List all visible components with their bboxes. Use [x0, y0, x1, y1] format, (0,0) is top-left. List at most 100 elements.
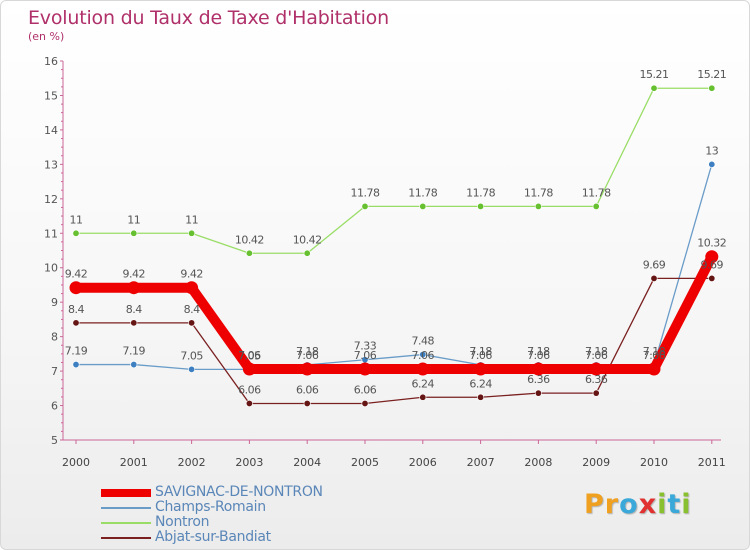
logo-letter: i [681, 489, 692, 520]
y-tick-label: 15 [44, 89, 58, 102]
x-tick-label: 2006 [409, 456, 437, 469]
legend-swatch [101, 489, 151, 497]
data-point [477, 393, 485, 401]
data-point [589, 362, 603, 376]
y-tick-label: 10 [44, 262, 58, 275]
data-label: 11 [127, 213, 140, 226]
y-tick-label: 16 [44, 55, 58, 68]
x-tick-label: 2007 [467, 456, 495, 469]
legend-label: Nontron [155, 514, 210, 530]
y-tick-label: 8 [51, 331, 58, 344]
logo-letter: P [584, 489, 605, 520]
data-point [708, 84, 716, 92]
data-label: 7.06 [527, 349, 550, 362]
data-label: 7.18 [469, 345, 492, 358]
data-point [534, 202, 542, 210]
data-label: 11.78 [408, 186, 437, 199]
series-line [71, 251, 717, 375]
data-point [245, 399, 253, 407]
data-label: 10.42 [293, 233, 322, 246]
series-savignac-de-nontron [69, 250, 719, 376]
data-label: 7.18 [643, 345, 666, 358]
x-tick-label: 2000 [62, 456, 90, 469]
y-tick-label: 6 [51, 400, 58, 413]
data-label: 6.24 [469, 377, 492, 390]
series-nontron [72, 84, 716, 257]
data-point [245, 249, 253, 257]
data-point [708, 160, 716, 168]
data-label: 13 [705, 144, 718, 157]
data-point [361, 202, 369, 210]
data-label: 7.33 [354, 340, 377, 353]
data-point [72, 319, 80, 327]
x-tick-label: 2004 [293, 456, 321, 469]
data-label: 10.42 [235, 233, 264, 246]
x-tick-label: 2011 [698, 456, 726, 469]
data-label: 7.06 [643, 349, 666, 362]
legend-label: Abjat-sur-Bandiat [155, 529, 271, 545]
y-tick-label: 5 [51, 434, 58, 447]
data-label: 11.78 [351, 186, 380, 199]
data-label: 8.4 [126, 303, 142, 316]
data-point [419, 351, 427, 359]
data-point [188, 365, 196, 373]
data-label: 8.4 [184, 303, 200, 316]
data-point [72, 361, 80, 369]
data-point [127, 281, 141, 295]
data-point [592, 389, 600, 397]
x-tick-label: 2001 [120, 456, 148, 469]
data-label: 7.06 [296, 349, 319, 362]
series-line [75, 163, 713, 371]
data-label: 10.32 [697, 237, 726, 250]
data-label: 9.69 [701, 258, 724, 271]
chart-title: Evolution du Taux de Taxe d'Habitation [28, 7, 389, 29]
data-label: 7.06 [412, 349, 435, 362]
data-label: 7.06 [585, 349, 608, 362]
data-label: 7.48 [412, 335, 435, 348]
data-point [650, 274, 658, 282]
x-tick-label: 2003 [235, 456, 263, 469]
data-label: 11.78 [524, 186, 553, 199]
data-point [303, 399, 311, 407]
data-point [72, 229, 80, 237]
data-point [188, 319, 196, 327]
y-tick-label: 12 [44, 193, 58, 206]
data-point [647, 362, 661, 376]
data-label: 11 [70, 213, 83, 226]
data-label: 15.21 [640, 68, 669, 81]
chart-subtitle: (en %) [28, 30, 65, 43]
data-label: 9.69 [643, 258, 666, 271]
proxiti-logo: Proxiti [584, 489, 692, 520]
legend-label: SAVIGNAC-DE-NONTRON [155, 484, 323, 500]
data-label: 7.06 [469, 349, 492, 362]
data-label: 7.19 [65, 345, 88, 358]
y-tick-label: 13 [44, 158, 58, 171]
data-label: 6.06 [354, 383, 377, 396]
data-point [242, 362, 256, 376]
data-point [531, 362, 545, 376]
data-label: 7.18 [527, 345, 550, 358]
data-point [705, 250, 719, 264]
y-tick-label: 14 [44, 124, 58, 137]
data-point [477, 202, 485, 210]
data-label: 7.18 [296, 345, 319, 358]
data-label: 7.19 [123, 345, 146, 358]
data-label: 7.06 [354, 349, 377, 362]
data-label: 8.4 [68, 303, 84, 316]
series-line [75, 277, 713, 405]
x-tick-label: 2010 [640, 456, 668, 469]
legend-swatch [101, 537, 151, 539]
data-point [592, 202, 600, 210]
data-point [534, 389, 542, 397]
data-point [358, 362, 372, 376]
data-label: 6.06 [296, 383, 319, 396]
data-point [474, 362, 488, 376]
series-abjat-sur-bandiat [72, 274, 716, 407]
data-label: 6.06 [238, 383, 261, 396]
data-point [361, 399, 369, 407]
logo-letter: o [619, 489, 639, 520]
legend-label: Champs-Romain [155, 499, 266, 515]
data-label: 7.06 [238, 349, 261, 362]
